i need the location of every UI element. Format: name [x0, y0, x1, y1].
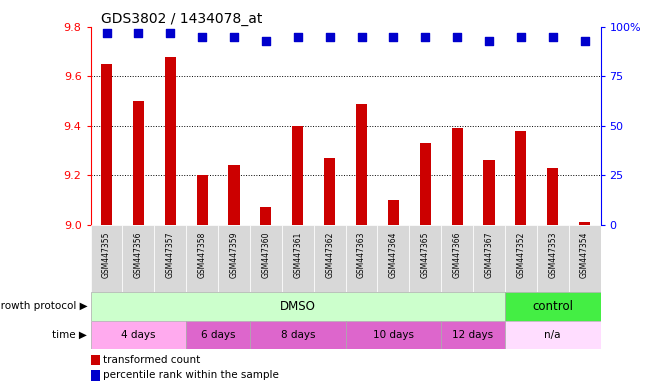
Text: GSM447355: GSM447355 [102, 232, 111, 278]
Text: 8 days: 8 days [280, 330, 315, 340]
Bar [186, 321, 250, 349]
Text: transformed count: transformed count [103, 355, 201, 365]
Point [324, 34, 335, 40]
Point [548, 34, 558, 40]
Bar [505, 292, 601, 321]
Bar [313, 225, 346, 292]
Bar [91, 225, 123, 292]
Point [293, 34, 303, 40]
Bar [133, 101, 144, 225]
Text: n/a: n/a [544, 330, 561, 340]
Bar [91, 292, 505, 321]
Text: GSM447353: GSM447353 [548, 232, 557, 278]
Bar [537, 225, 568, 292]
Text: GSM447354: GSM447354 [580, 232, 589, 278]
Bar [409, 225, 442, 292]
Point [229, 34, 240, 40]
Bar [91, 355, 100, 365]
Text: GSM447361: GSM447361 [293, 232, 302, 278]
Text: time ▶: time ▶ [52, 330, 87, 340]
Bar [292, 126, 303, 225]
Text: 12 days: 12 days [452, 330, 494, 340]
Bar [101, 64, 112, 225]
Point [484, 38, 495, 44]
Text: GSM447366: GSM447366 [453, 232, 462, 278]
Bar [91, 370, 100, 381]
Bar [197, 175, 208, 225]
Bar [515, 131, 527, 225]
Bar [452, 128, 463, 225]
Text: GSM447367: GSM447367 [484, 232, 493, 278]
Point [356, 34, 367, 40]
Text: GSM447356: GSM447356 [134, 232, 143, 278]
Bar [377, 225, 409, 292]
Bar [250, 225, 282, 292]
Bar [505, 225, 537, 292]
Bar [579, 222, 590, 225]
Text: GSM447358: GSM447358 [198, 232, 207, 278]
Point [579, 38, 590, 44]
Point [165, 30, 176, 36]
Point [420, 34, 431, 40]
Bar [186, 225, 218, 292]
Bar [218, 225, 250, 292]
Text: control: control [532, 300, 573, 313]
Point [388, 34, 399, 40]
Bar [324, 158, 336, 225]
Text: GSM447362: GSM447362 [325, 232, 334, 278]
Bar [91, 321, 186, 349]
Point [101, 30, 112, 36]
Point [133, 30, 144, 36]
Bar [505, 321, 601, 349]
Text: GSM447352: GSM447352 [517, 232, 525, 278]
Bar [388, 200, 399, 225]
Text: 4 days: 4 days [121, 330, 156, 340]
Bar [442, 225, 473, 292]
Text: 10 days: 10 days [373, 330, 414, 340]
Bar [568, 225, 601, 292]
Bar [164, 56, 176, 225]
Text: GSM447357: GSM447357 [166, 232, 174, 278]
Text: DMSO: DMSO [280, 300, 315, 313]
Bar [260, 207, 272, 225]
Bar [123, 225, 154, 292]
Point [260, 38, 271, 44]
Text: 6 days: 6 days [201, 330, 236, 340]
Text: GSM447364: GSM447364 [389, 232, 398, 278]
Text: GSM447360: GSM447360 [262, 232, 270, 278]
Bar [346, 225, 377, 292]
Bar [154, 225, 186, 292]
Point [515, 34, 526, 40]
Point [452, 34, 462, 40]
Bar [483, 161, 495, 225]
Bar [356, 104, 367, 225]
Text: GDS3802 / 1434078_at: GDS3802 / 1434078_at [101, 12, 262, 26]
Bar [547, 168, 558, 225]
Text: GSM447365: GSM447365 [421, 232, 429, 278]
Bar [250, 321, 346, 349]
Bar [346, 321, 441, 349]
Bar [282, 225, 313, 292]
Text: GSM447359: GSM447359 [229, 232, 238, 278]
Bar [419, 143, 431, 225]
Point [197, 34, 207, 40]
Text: growth protocol ▶: growth protocol ▶ [0, 301, 87, 311]
Bar [228, 165, 240, 225]
Bar [442, 321, 505, 349]
Text: percentile rank within the sample: percentile rank within the sample [103, 370, 279, 381]
Bar [473, 225, 505, 292]
Text: GSM447363: GSM447363 [357, 232, 366, 278]
